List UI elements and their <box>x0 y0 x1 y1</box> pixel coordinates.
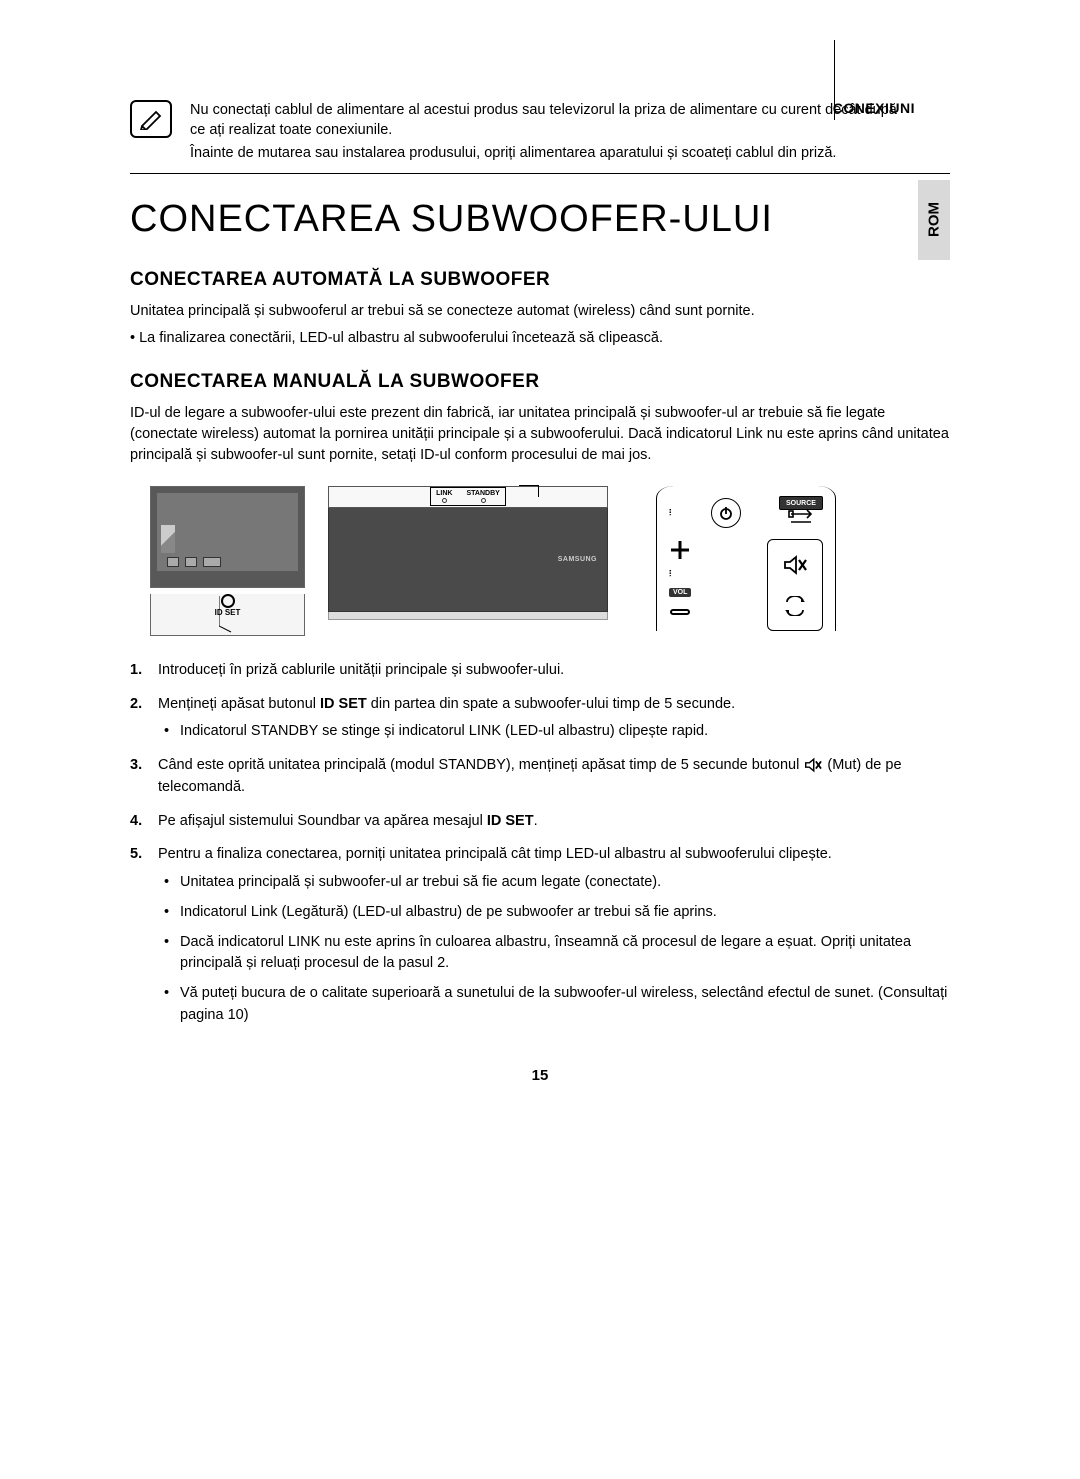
source-button-label: SOURCE <box>779 496 823 510</box>
remote-dots-2: ፧ <box>669 571 674 578</box>
tv-subwoofer-diagram: ID SET <box>150 486 310 636</box>
step-3: Când este oprită unitatea principală (mo… <box>130 755 950 799</box>
remote-speaker-dots: ፧ <box>669 510 674 517</box>
horizontal-divider <box>130 173 950 174</box>
warning-note-block: Nu conectați cablul de alimentare al ace… <box>130 100 950 165</box>
section-auto-heading: CONECTAREA AUTOMATĂ LA SUBWOOFER <box>130 269 950 291</box>
step-5-sub-2: Indicatorul Link (Legătură) (LED-ul alba… <box>158 902 950 924</box>
page-title: CONECTAREA SUBWOOFER-ULUI <box>130 198 950 241</box>
mute-inline-icon <box>803 757 823 773</box>
step-1: Introduceți în priză cablurile unității … <box>130 660 950 682</box>
repeat-icon <box>781 596 809 616</box>
power-icon <box>711 498 741 528</box>
step-4: Pe afișajul sistemului Soundbar va apăre… <box>130 811 950 833</box>
header-section-label: CONEXIUNI <box>833 100 915 116</box>
section-manual-text: ID-ul de legare a subwoofer-ului este pr… <box>130 403 950 466</box>
section-auto-bullet: La finalizarea conectării, LED-ul albast… <box>130 328 950 349</box>
callout-arrow-icon <box>219 596 243 634</box>
mute-icon <box>782 554 808 576</box>
source-arrow-icon <box>787 510 815 526</box>
step-2-sub-1: Indicatorul STANDBY se stinge și indicat… <box>158 721 950 743</box>
section-manual-heading: CONECTAREA MANUALĂ LA SUBWOOFER <box>130 371 950 393</box>
step-5: Pentru a finaliza conectarea, porniți un… <box>130 844 950 1026</box>
section-auto-text: Unitatea principală și subwooferul ar tr… <box>130 301 950 322</box>
step-5-sub-3: Dacă indicatorul LINK nu este aprins în … <box>158 932 950 976</box>
soundbar-diagram: LINK STANDBY SAMSUNG <box>328 486 608 620</box>
pencil-note-icon <box>130 100 172 138</box>
step-5-sub-1: Unitatea principală și subwoofer-ul ar t… <box>158 872 950 894</box>
note-line-1: Nu conectați cablul de alimentare al ace… <box>190 100 910 141</box>
language-side-tab: ROM <box>918 180 950 260</box>
note-line-2: Înainte de mutarea sau instalarea produs… <box>190 143 910 163</box>
page-number: 15 <box>130 1067 950 1084</box>
diagram-row: ID SET LINK STANDBY <box>150 486 950 636</box>
volume-down-icon <box>669 607 691 617</box>
step-5-sub-4: Vă puteți bucura de o calitate superioar… <box>158 983 950 1027</box>
soundbar-brand-label: SAMSUNG <box>558 556 597 563</box>
mute-repeat-button-group <box>767 539 823 631</box>
step-2: Mențineți apăsat butonul ID SET din part… <box>130 694 950 744</box>
volume-up-icon <box>669 539 691 561</box>
remote-diagram: ፧ SOURCE ፧ <box>656 486 836 631</box>
steps-list: Introduceți în priză cablurile unității … <box>130 660 950 1027</box>
vol-label: VOL <box>669 588 691 597</box>
